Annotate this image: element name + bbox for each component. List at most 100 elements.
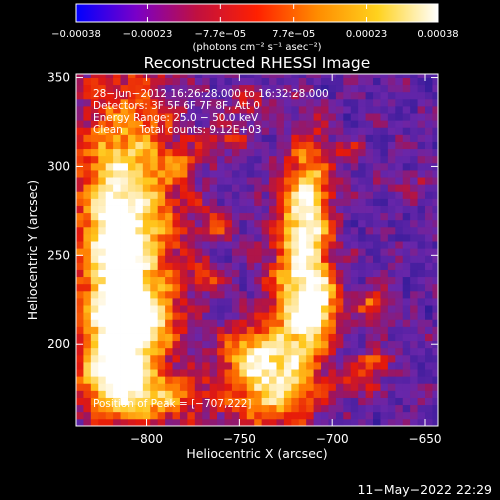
heatmap-pixel <box>365 155 374 164</box>
heatmap-pixel <box>105 390 114 398</box>
heatmap-pixel <box>373 262 381 270</box>
heatmap-pixel <box>276 283 285 292</box>
heatmap-pixel <box>432 354 438 363</box>
heatmap-pixel <box>105 234 114 242</box>
heatmap-pixel <box>172 177 181 185</box>
heatmap-pixel <box>410 411 418 420</box>
heatmap-pixel <box>224 333 233 342</box>
heatmap-pixel <box>254 113 263 121</box>
heatmap-pixel <box>432 212 438 221</box>
heatmap-pixel <box>313 77 322 86</box>
heatmap-pixel <box>343 74 352 78</box>
heatmap-pixel <box>202 333 211 342</box>
heatmap-pixel <box>269 340 277 349</box>
heatmap-pixel <box>217 362 225 370</box>
heatmap-pixel <box>425 347 433 356</box>
heatmap-pixel <box>194 241 203 249</box>
heatmap-pixel <box>187 77 196 86</box>
heatmap-pixel <box>395 326 404 334</box>
heatmap-pixel <box>165 212 173 221</box>
heatmap-pixel <box>298 198 307 206</box>
heatmap-pixel <box>83 198 92 206</box>
heatmap-pixel <box>142 269 151 278</box>
heatmap-pixel <box>239 347 248 356</box>
heatmap-pixel <box>127 98 136 107</box>
heatmap-pixel <box>157 219 166 228</box>
heatmap-pixel <box>395 155 404 164</box>
heatmap-pixel <box>335 354 344 363</box>
heatmap-pixel <box>298 98 307 107</box>
heatmap-pixel <box>187 120 196 128</box>
heatmap-pixel <box>395 113 404 121</box>
heatmap-pixel <box>306 106 315 114</box>
heatmap-pixel <box>179 226 188 235</box>
heatmap-pixel <box>98 255 107 263</box>
heatmap-pixel <box>231 340 240 349</box>
heatmap-pixel <box>350 98 359 107</box>
heatmap-pixel <box>90 77 99 86</box>
heatmap-pixel <box>127 74 136 78</box>
heatmap-pixel <box>328 134 337 142</box>
heatmap-pixel <box>224 369 233 377</box>
heatmap-pixel <box>395 290 404 299</box>
heatmap-pixel <box>365 226 374 235</box>
heatmap-pixel <box>239 91 248 100</box>
heatmap-pixel <box>202 390 211 398</box>
heatmap-pixel <box>150 106 159 114</box>
heatmap-pixel <box>283 162 292 171</box>
heatmap-pixel <box>239 74 248 78</box>
heatmap-pixel <box>313 262 322 270</box>
heatmap-pixel <box>328 77 337 86</box>
colorbar-units: (photons cm⁻² s⁻¹ asec⁻²) <box>192 42 321 53</box>
heatmap-pixel <box>283 411 292 420</box>
heatmap-pixel <box>113 77 121 86</box>
heatmap-pixel <box>365 248 374 256</box>
heatmap-pixel <box>217 319 225 327</box>
heatmap-pixel <box>98 262 107 270</box>
heatmap-pixel <box>298 226 307 235</box>
heatmap-pixel <box>380 262 389 270</box>
heatmap-pixel <box>291 120 300 128</box>
heatmap-pixel <box>358 127 366 135</box>
heatmap-pixel <box>373 234 381 242</box>
heatmap-pixel <box>350 74 359 78</box>
heatmap-pixel <box>395 98 404 107</box>
heatmap-pixel <box>417 234 426 242</box>
heatmap-pixel <box>202 191 211 199</box>
heatmap-pixel <box>358 205 366 214</box>
heatmap-pixel <box>187 340 196 349</box>
heatmap-pixel <box>194 141 203 150</box>
heatmap-pixel <box>373 305 381 313</box>
heatmap-pixel <box>291 184 300 192</box>
heatmap-pixel <box>335 113 344 121</box>
heatmap-pixel <box>335 283 344 292</box>
heatmap-pixel <box>298 77 307 86</box>
heatmap-pixel <box>298 262 307 270</box>
heatmap-pixel <box>425 305 433 313</box>
heatmap-pixel <box>231 305 240 313</box>
colorbar: −0.00038 −0.00023 −7.7e−05 7.7e−05 0.00023 0.… <box>51 3 459 53</box>
heatmap-pixel <box>306 234 315 242</box>
heatmap-pixel <box>417 84 426 93</box>
heatmap-pixel <box>209 383 218 391</box>
heatmap-pixel <box>358 269 366 278</box>
heatmap-pixel <box>187 184 196 192</box>
heatmap-pixel <box>335 127 344 135</box>
heatmap-pixel <box>98 404 107 413</box>
heatmap-pixel <box>231 162 240 171</box>
heatmap-pixel <box>358 162 366 171</box>
heatmap-pixel <box>165 276 173 285</box>
heatmap-pixels <box>76 74 438 426</box>
heatmap-pixel <box>387 312 396 320</box>
heatmap-pixel <box>239 411 248 420</box>
heatmap-pixel <box>202 120 211 128</box>
heatmap-pixel <box>417 226 426 235</box>
heatmap-pixel <box>209 255 218 263</box>
heatmap-pixel <box>328 347 337 356</box>
heatmap-pixel <box>98 134 107 142</box>
heatmap-pixel <box>76 376 84 384</box>
x-tick-label: −650 <box>409 432 442 446</box>
heatmap-pixel <box>150 383 159 391</box>
heatmap-pixel <box>432 347 438 356</box>
heatmap-pixel <box>135 354 144 363</box>
